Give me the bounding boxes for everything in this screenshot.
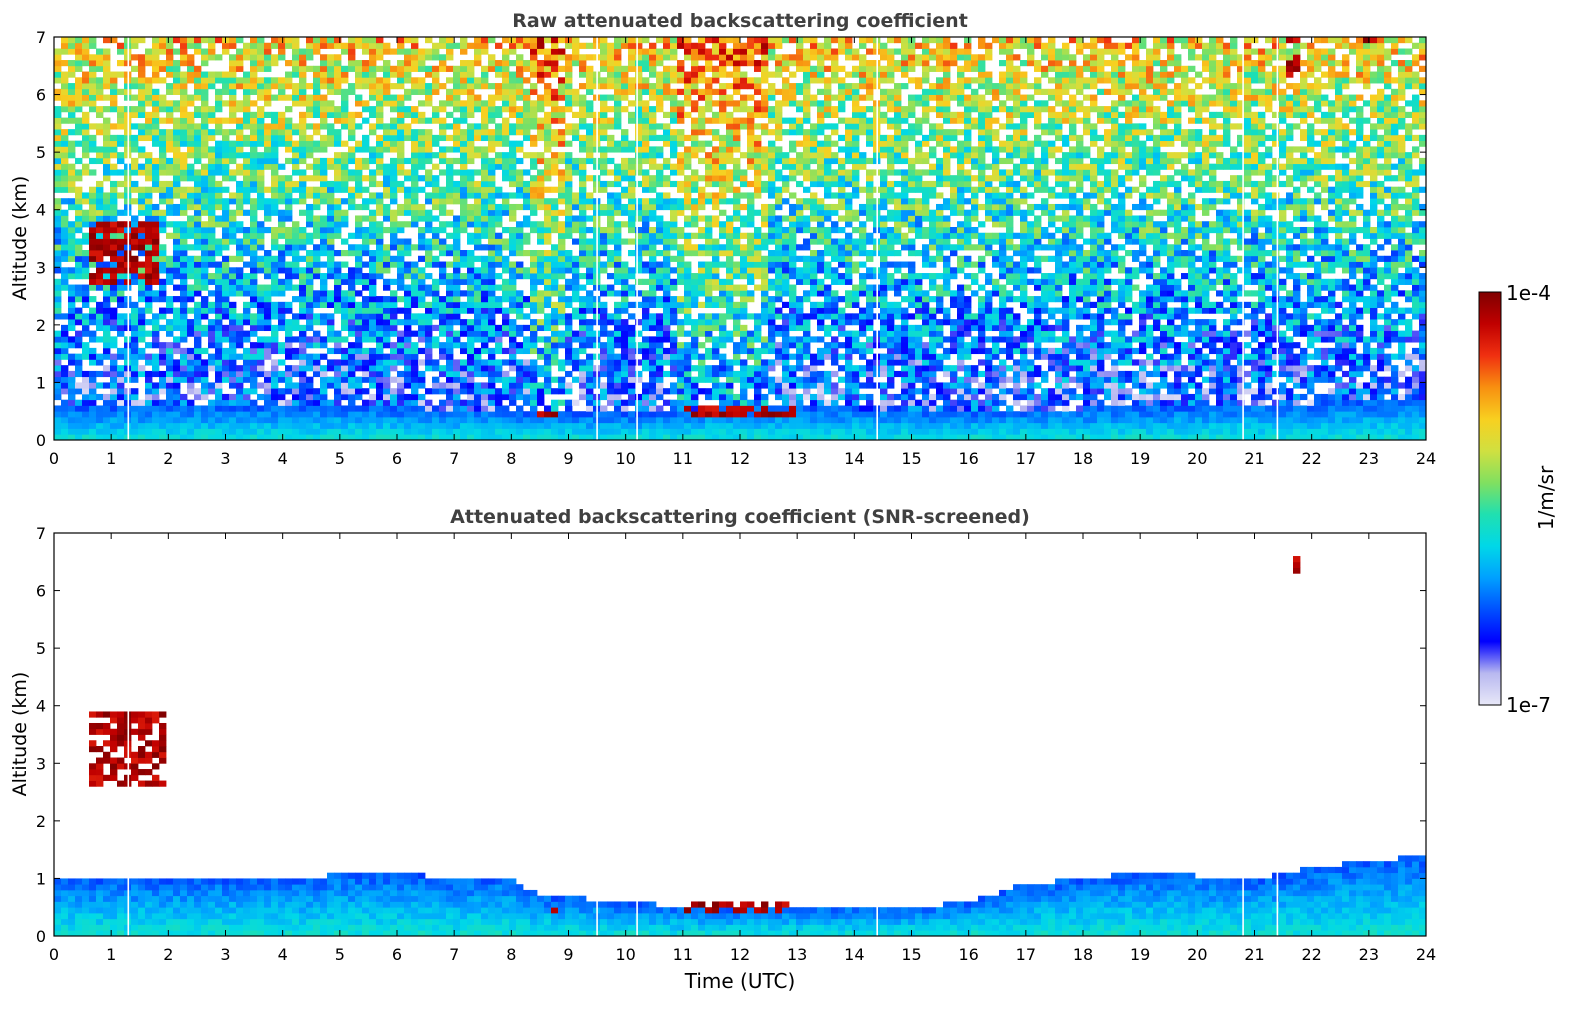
panel-raw: Raw attenuated backscattering coefficien… xyxy=(9,10,1436,468)
x-tick-label: 13 xyxy=(787,945,807,964)
colorbar-max-label: 1e-4 xyxy=(1506,281,1551,305)
x-tick-label: 10 xyxy=(615,449,635,468)
data-gap xyxy=(1242,533,1244,936)
x-tick-label: 17 xyxy=(1016,945,1036,964)
x-tick-label: 11 xyxy=(673,945,693,964)
y-tick-label: 2 xyxy=(36,316,46,335)
x-tick-label: 5 xyxy=(335,449,345,468)
x-tick-label: 6 xyxy=(392,945,402,964)
data-gap xyxy=(636,533,638,936)
y-tick-label: 1 xyxy=(36,869,46,888)
x-tick-label: 16 xyxy=(958,449,978,468)
x-tick-label: 20 xyxy=(1187,945,1207,964)
panel-screened-bg xyxy=(54,533,1426,936)
data-gap xyxy=(596,37,598,440)
x-tick-label: 14 xyxy=(844,945,864,964)
panel-raw-ylabel: Altitude (km) xyxy=(9,176,31,301)
x-tick-label: 9 xyxy=(563,449,573,468)
data-gap xyxy=(876,533,878,936)
y-tick-label: 3 xyxy=(36,258,46,277)
x-tick-label: 13 xyxy=(787,449,807,468)
x-tick-label: 18 xyxy=(1073,945,1093,964)
x-tick-label: 4 xyxy=(278,945,288,964)
x-tick-label: 19 xyxy=(1130,945,1150,964)
x-tick-label: 15 xyxy=(901,449,921,468)
x-tick-label: 9 xyxy=(563,945,573,964)
x-tick-label: 14 xyxy=(844,449,864,468)
x-tick-label: 19 xyxy=(1130,449,1150,468)
panel-raw-title: Raw attenuated backscattering coefficien… xyxy=(512,10,968,32)
colorbar: 1e-4 1e-7 1/m/sr xyxy=(1479,281,1558,717)
x-tick-label: 18 xyxy=(1073,449,1093,468)
x-tick-label: 8 xyxy=(506,945,516,964)
panel-screened: Attenuated backscattering coefficient (S… xyxy=(9,506,1436,993)
x-tick-label: 6 xyxy=(392,449,402,468)
data-gap xyxy=(1277,533,1279,936)
x-tick-label: 3 xyxy=(220,945,230,964)
y-tick-label: 6 xyxy=(36,582,46,601)
x-tick-label: 4 xyxy=(278,449,288,468)
x-tick-label: 24 xyxy=(1416,945,1436,964)
x-tick-label: 0 xyxy=(49,945,59,964)
data-gap xyxy=(876,37,878,440)
y-tick-label: 4 xyxy=(36,697,46,716)
x-tick-label: 16 xyxy=(958,945,978,964)
y-tick-label: 5 xyxy=(36,143,46,162)
x-tick-label: 12 xyxy=(730,945,750,964)
data-gap xyxy=(128,533,130,936)
x-tick-label: 5 xyxy=(335,945,345,964)
x-tick-label: 1 xyxy=(106,449,116,468)
x-tick-label: 21 xyxy=(1244,449,1264,468)
colorbar-min-label: 1e-7 xyxy=(1506,693,1551,717)
x-tick-label: 7 xyxy=(449,945,459,964)
y-tick-label: 6 xyxy=(36,86,46,105)
x-tick-label: 8 xyxy=(506,449,516,468)
y-tick-label: 7 xyxy=(36,524,46,543)
y-tick-label: 5 xyxy=(36,639,46,658)
x-tick-label: 24 xyxy=(1416,449,1436,468)
x-tick-label: 10 xyxy=(615,945,635,964)
data-gap xyxy=(596,533,598,936)
x-tick-label: 21 xyxy=(1244,945,1264,964)
x-tick-label: 2 xyxy=(163,945,173,964)
x-tick-label: 17 xyxy=(1016,449,1036,468)
x-tick-label: 1 xyxy=(106,945,116,964)
data-gap xyxy=(1242,37,1244,440)
x-tick-label: 2 xyxy=(163,449,173,468)
x-tick-label: 22 xyxy=(1301,945,1321,964)
x-tick-label: 3 xyxy=(220,449,230,468)
panel-screened-ylabel: Altitude (km) xyxy=(9,672,31,797)
x-axis-label: Time (UTC) xyxy=(684,969,796,993)
colorbar-unit-label: 1/m/sr xyxy=(1534,465,1558,530)
y-tick-label: 4 xyxy=(36,201,46,220)
x-tick-label: 20 xyxy=(1187,449,1207,468)
x-tick-label: 0 xyxy=(49,449,59,468)
x-tick-label: 23 xyxy=(1359,945,1379,964)
x-tick-label: 23 xyxy=(1359,449,1379,468)
y-tick-label: 2 xyxy=(36,812,46,831)
x-tick-label: 7 xyxy=(449,449,459,468)
x-tick-label: 22 xyxy=(1301,449,1321,468)
data-gap xyxy=(1277,37,1279,440)
y-tick-label: 0 xyxy=(36,431,46,450)
data-gap xyxy=(636,37,638,440)
y-tick-label: 1 xyxy=(36,373,46,392)
y-tick-label: 3 xyxy=(36,754,46,773)
colorbar-bar xyxy=(1479,292,1501,705)
x-tick-label: 15 xyxy=(901,945,921,964)
panel-screened-title: Attenuated backscattering coefficient (S… xyxy=(450,506,1030,528)
x-tick-label: 12 xyxy=(730,449,750,468)
x-tick-label: 11 xyxy=(673,449,693,468)
y-tick-label: 0 xyxy=(36,927,46,946)
y-tick-label: 7 xyxy=(36,28,46,47)
data-gap xyxy=(128,37,130,440)
